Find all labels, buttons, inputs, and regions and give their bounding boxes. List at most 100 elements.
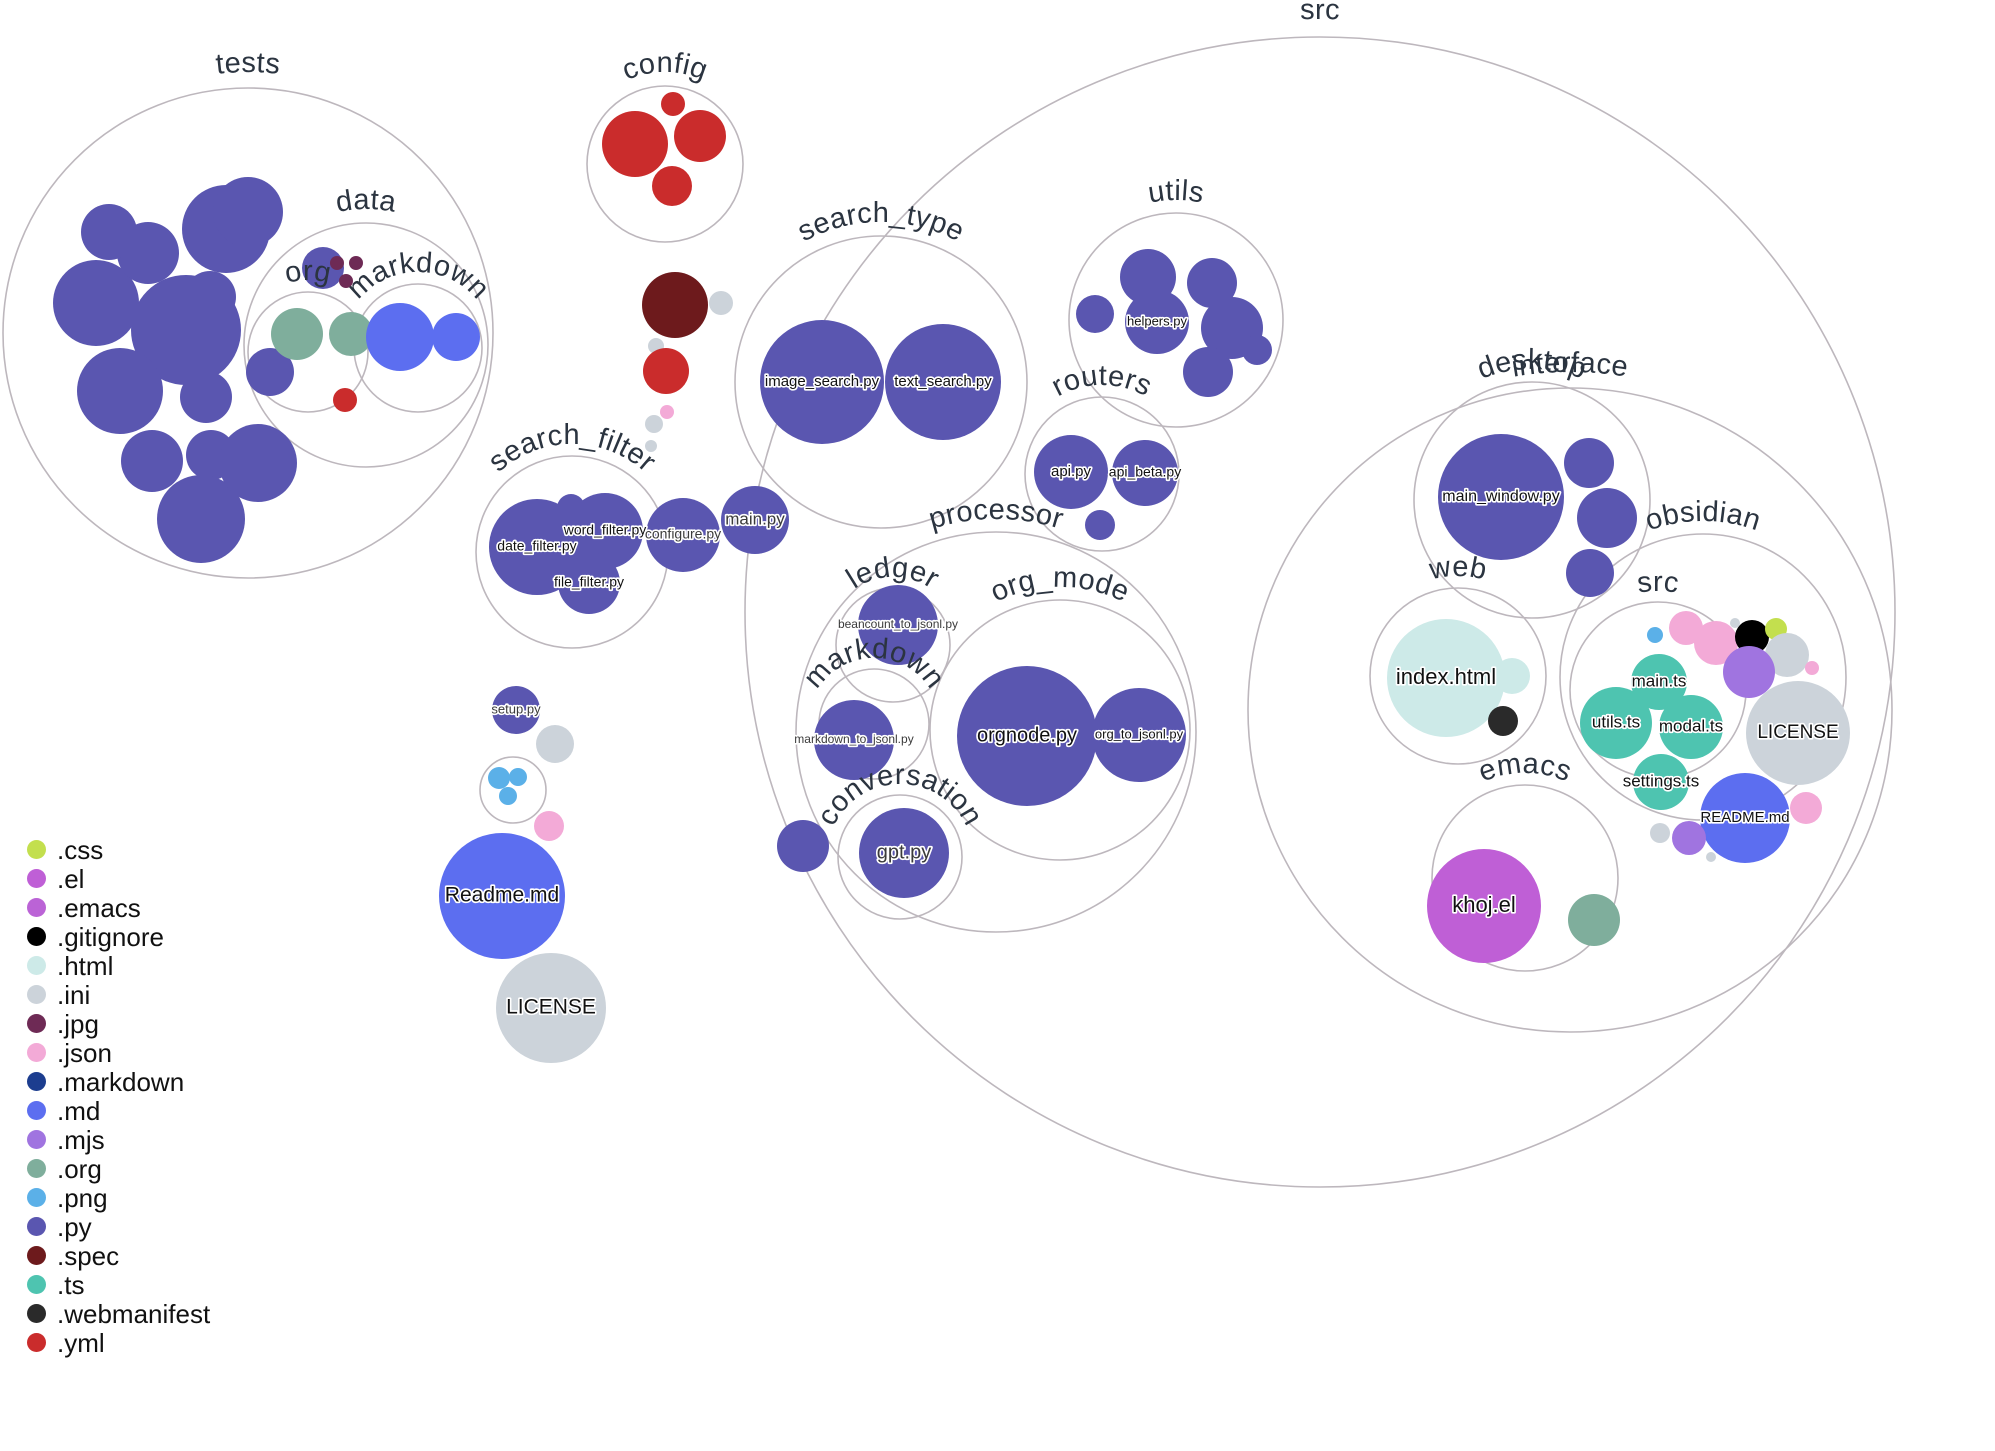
file-circle-main.py[interactable] (721, 486, 789, 554)
file-circle-.py[interactable] (1577, 488, 1637, 548)
file-circle-.ini[interactable] (1765, 633, 1809, 677)
file-circle-helpers.py[interactable] (1125, 290, 1189, 354)
file-circle-.org[interactable] (329, 312, 373, 356)
file-circle-LICENSE[interactable] (496, 953, 606, 1063)
file-circle-beancount_to_jsonl.py[interactable] (858, 585, 938, 665)
file-circle-orgnode.py[interactable] (957, 666, 1097, 806)
file-circle-.py[interactable] (1085, 510, 1115, 540)
directory-circle-conversation[interactable] (837, 794, 963, 920)
file-circle-.py[interactable] (246, 348, 294, 396)
file-circle-.py[interactable] (184, 271, 236, 323)
legend-item-ini[interactable]: .ini (14, 980, 274, 1009)
legend-item-gitignore[interactable]: .gitignore (14, 922, 274, 951)
file-circle-settings.ts[interactable] (1633, 754, 1689, 810)
legend-item-md[interactable]: .md (14, 1096, 274, 1125)
file-circle-.org[interactable] (271, 308, 323, 360)
file-circle-.yml[interactable] (333, 388, 357, 412)
file-circle-.png[interactable] (509, 768, 527, 786)
file-circle-utils.ts[interactable] (1580, 687, 1652, 759)
file-circle-.png[interactable] (488, 767, 510, 789)
file-circle-.yml[interactable] (661, 92, 685, 116)
file-circle-.ini[interactable] (1650, 823, 1670, 843)
file-circle-api.py[interactable] (1034, 435, 1108, 509)
file-circle-markdown_to_jsonl.py[interactable] (814, 700, 894, 780)
file-circle-.py[interactable] (81, 204, 137, 260)
directory-circle-emacs[interactable] (1431, 784, 1619, 972)
file-circle-.json[interactable] (660, 405, 674, 419)
file-circle-.py[interactable] (77, 348, 163, 434)
file-circle-setup.py[interactable] (492, 686, 540, 734)
directory-circle-data[interactable] (243, 222, 489, 468)
legend-item-spec[interactable]: .spec (14, 1241, 274, 1270)
file-circle-.mjs[interactable] (1723, 646, 1775, 698)
file-circle-.py[interactable] (1183, 347, 1233, 397)
file-circle-.jpg[interactable] (349, 256, 363, 270)
directory-circle-src[interactable] (744, 36, 1896, 1188)
file-circle-.spec[interactable] (642, 272, 708, 338)
directory-circle-web[interactable] (1369, 587, 1547, 765)
file-circle-.yml[interactable] (643, 348, 689, 394)
file-circle-.py[interactable] (157, 475, 245, 563)
legend-item-markdown[interactable]: .markdown (14, 1067, 274, 1096)
file-circle-.gitignore[interactable] (1735, 620, 1769, 654)
file-circle-image_search.py[interactable] (760, 320, 884, 444)
file-circle-.py[interactable] (180, 371, 232, 423)
legend-item-png[interactable]: .png (14, 1183, 274, 1212)
file-circle-.py[interactable] (1566, 549, 1614, 597)
file-circle-.org[interactable] (1568, 894, 1620, 946)
directory-circle-processor[interactable] (795, 531, 1197, 933)
directory-circle-org[interactable] (247, 291, 369, 413)
directory-circle-routers[interactable] (1024, 396, 1180, 552)
legend-item-yml[interactable]: .yml (14, 1328, 274, 1357)
file-circle-.ini[interactable] (709, 291, 733, 315)
file-circle-.mjs[interactable] (1672, 821, 1706, 855)
file-circle-.py[interactable] (53, 260, 139, 346)
file-circle-.jpg[interactable] (330, 256, 344, 270)
file-circle-file_filter.py[interactable] (558, 552, 620, 614)
file-circle-.json[interactable] (1805, 661, 1819, 675)
file-circle-.py[interactable] (219, 424, 297, 502)
file-circle-.ini[interactable] (1730, 618, 1740, 628)
file-circle-.ini[interactable] (1706, 852, 1716, 862)
file-circle-main.ts[interactable] (1631, 654, 1687, 710)
file-circle-.py[interactable] (1564, 438, 1614, 488)
file-circle-.py[interactable] (1187, 258, 1237, 308)
legend-item-el[interactable]: .el (14, 864, 274, 893)
legend-item-mjs[interactable]: .mjs (14, 1125, 274, 1154)
legend-item-ts[interactable]: .ts (14, 1270, 274, 1299)
file-circle-.html[interactable] (1494, 658, 1530, 694)
directory-circle-search_type[interactable] (734, 235, 1028, 529)
file-circle-.py[interactable] (121, 430, 183, 492)
directory-circle-utils[interactable] (1068, 212, 1284, 428)
file-circle-.py[interactable] (213, 177, 283, 247)
file-circle-.json[interactable] (534, 811, 564, 841)
file-circle-.webmanifest[interactable] (1488, 706, 1518, 736)
legend-item-org[interactable]: .org (14, 1154, 274, 1183)
file-circle-.json[interactable] (1790, 792, 1822, 824)
legend-item-css[interactable]: .css (14, 835, 274, 864)
directory-circle-desktop[interactable] (1413, 381, 1651, 619)
file-circle-.yml[interactable] (674, 110, 726, 162)
directory-circle-config[interactable] (586, 85, 744, 243)
file-circle-.jpg[interactable] (339, 274, 353, 288)
file-circle-README.md[interactable] (1700, 773, 1790, 863)
file-circle-.ini[interactable] (645, 440, 657, 452)
file-circle-Readme.md[interactable] (439, 833, 565, 959)
file-circle-configure.py[interactable] (646, 498, 720, 572)
file-circle-.py[interactable] (1242, 335, 1272, 365)
legend-item-py[interactable]: .py (14, 1212, 274, 1241)
directory-circle-org_mode[interactable] (929, 599, 1191, 861)
file-circle-.py[interactable] (557, 494, 585, 522)
legend-item-emacs[interactable]: .emacs (14, 893, 274, 922)
file-circle-.png[interactable] (1647, 627, 1663, 643)
legend-item-webmanifest[interactable]: .webmanifest (14, 1299, 274, 1328)
file-circle-.py[interactable] (777, 820, 829, 872)
file-circle-index.html[interactable] (1387, 619, 1505, 737)
legend-item-html[interactable]: .html (14, 951, 274, 980)
file-circle-.json[interactable] (1694, 621, 1738, 665)
legend-item-jpg[interactable]: .jpg (14, 1009, 274, 1038)
file-circle-gpt.py[interactable] (859, 808, 949, 898)
file-circle-.ini[interactable] (536, 725, 574, 763)
file-circle-khoj.el[interactable] (1427, 849, 1541, 963)
file-circle-word_filter.py[interactable] (567, 493, 643, 569)
